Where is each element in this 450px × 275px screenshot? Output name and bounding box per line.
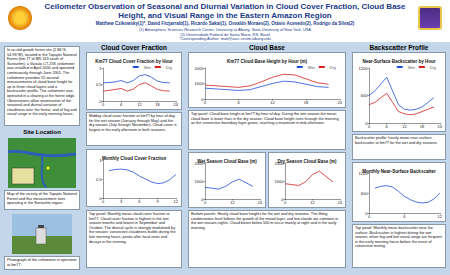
svg-text:2000: 2000 [195,66,205,71]
svg-text:Monthly Near-Surface Backscatt: Monthly Near-Surface Backscatter [362,169,436,174]
svg-text:0: 0 [201,196,204,202]
html-text:Top panel: Monthly mean cloud: Top panel: Monthly mean cloud cover frac… [89,212,176,244]
html-text:Cloud Base: Cloud Base [249,44,285,51]
svg-text:Km77 Cloud Base Height by Hour: Km77 Cloud Base Height by Hour (m) [227,59,308,64]
svg-text:18: 18 [420,124,425,129]
svg-text:18: 18 [304,100,309,105]
svg-text:0: 0 [99,195,102,201]
svg-text:6: 6 [238,100,241,105]
svg-text:12: 12 [174,199,179,204]
html-text:Midday cloud cover fraction at: Midday cloud cover fraction at km77 by h… [89,114,177,132]
svg-text:24: 24 [258,200,263,205]
svg-text:Dry: Dry [430,65,436,70]
html-text:Matthew Czikowsky(1)*, David F: Matthew Czikowsky(1)*, David Fitzjarrald… [95,21,355,26]
html-text:*Corresponding Author: matt@as: *Corresponding Author: matt@asrc.cestm.a… [179,36,271,42]
svg-text:0: 0 [99,98,102,104]
svg-text:12: 12 [438,214,443,219]
html-text:Bottom panels: Hourly cloud ba: Bottom panels: Hourly cloud base heights… [191,212,339,230]
svg-text:0: 0 [365,210,368,216]
svg-text:1: 1 [99,157,102,163]
svg-text:0: 0 [102,199,105,204]
svg-text:9: 9 [156,199,159,204]
html-text:Site Location: Site Location [23,129,61,135]
svg-text:Wet: Wet [408,65,416,70]
svg-text:6: 6 [403,214,406,219]
html-text:Map of the vicinity of the Tap: Map of the vicinity of the Tapajós Natio… [7,192,77,206]
svg-text:1000: 1000 [195,179,205,184]
svg-text:18: 18 [155,102,160,107]
svg-text:Km77 Cloud Cover Fraction by H: Km77 Cloud Cover Fraction by Hour [95,59,173,64]
svg-text:0: 0 [201,96,204,102]
svg-text:0.5: 0.5 [96,82,102,87]
svg-text:12: 12 [310,200,315,205]
svg-text:600: 600 [361,93,368,98]
svg-text:0: 0 [102,102,105,107]
svg-text:0: 0 [368,124,371,129]
svg-text:6: 6 [120,102,123,107]
svg-text:12: 12 [137,102,142,107]
svg-text:24: 24 [338,200,343,205]
svg-text:6: 6 [386,124,389,129]
html-text:(1) Atmospheric Sciences Resea: (1) Atmospheric Sciences Research Center… [139,27,311,32]
svg-text:1200: 1200 [359,66,369,71]
svg-text:Near-Surface Backscatter by Ho: Near-Surface Backscatter by Hour [362,59,435,64]
svg-text:0: 0 [281,196,284,202]
svg-text:0.5: 0.5 [96,177,102,182]
svg-text:Dry Season Cloud Base (m): Dry Season Cloud Base (m) [277,159,337,164]
svg-text:0: 0 [284,200,287,205]
svg-text:0: 0 [368,214,371,219]
svg-text:1000: 1000 [275,179,285,184]
svg-text:24: 24 [174,102,179,107]
html-text:Cloud Cover Fraction: Cloud Cover Fraction [101,44,167,51]
svg-text:Wet: Wet [308,65,316,70]
html-text:Top panel: Monthly mean backsc: Top panel: Monthly mean backscatter near… [355,226,442,249]
svg-text:0: 0 [365,120,368,126]
svg-text:Dry: Dry [330,65,336,70]
svg-text:12: 12 [270,100,275,105]
svg-text:24: 24 [438,124,443,129]
svg-text:6: 6 [138,199,141,204]
svg-text:1000: 1000 [195,81,205,86]
svg-text:Wet Season Cloud Base (m): Wet Season Cloud Base (m) [197,159,257,164]
svg-text:0: 0 [204,200,207,205]
html-text:Ceilometer Observation of Seas: Ceilometer Observation of Seasonal and D… [44,2,406,20]
svg-text:1: 1 [99,66,102,71]
svg-text:600: 600 [361,191,368,196]
svg-text:12: 12 [402,124,407,129]
svg-text:Dry: Dry [166,65,172,70]
html-text:Photograph of the ceilometer i: Photograph of the ceilometer in operatio… [7,258,77,267]
html-text:In an old-growth forest site (: In an old-growth forest site (2.86°S, 54… [7,48,77,117]
svg-text:3: 3 [120,199,123,204]
svg-text:Monthly Cloud Cover Fraction: Monthly Cloud Cover Fraction [102,156,167,161]
svg-text:12: 12 [230,200,235,205]
svg-text:Wet: Wet [144,65,152,70]
html-text:Top panel: Cloud base height a: Top panel: Cloud base height at km77 by … [191,112,339,126]
html-text:Backscatter profile: hourly me: Backscatter profile: hourly mean near-su… [355,136,438,145]
svg-text:24: 24 [338,100,343,105]
html-text:Backscatter Profile: Backscatter Profile [369,44,429,51]
html-text:(2) Universidade Federal de Sa: (2) Universidade Federal de Santa Maria,… [180,31,270,37]
svg-text:0: 0 [204,100,207,105]
